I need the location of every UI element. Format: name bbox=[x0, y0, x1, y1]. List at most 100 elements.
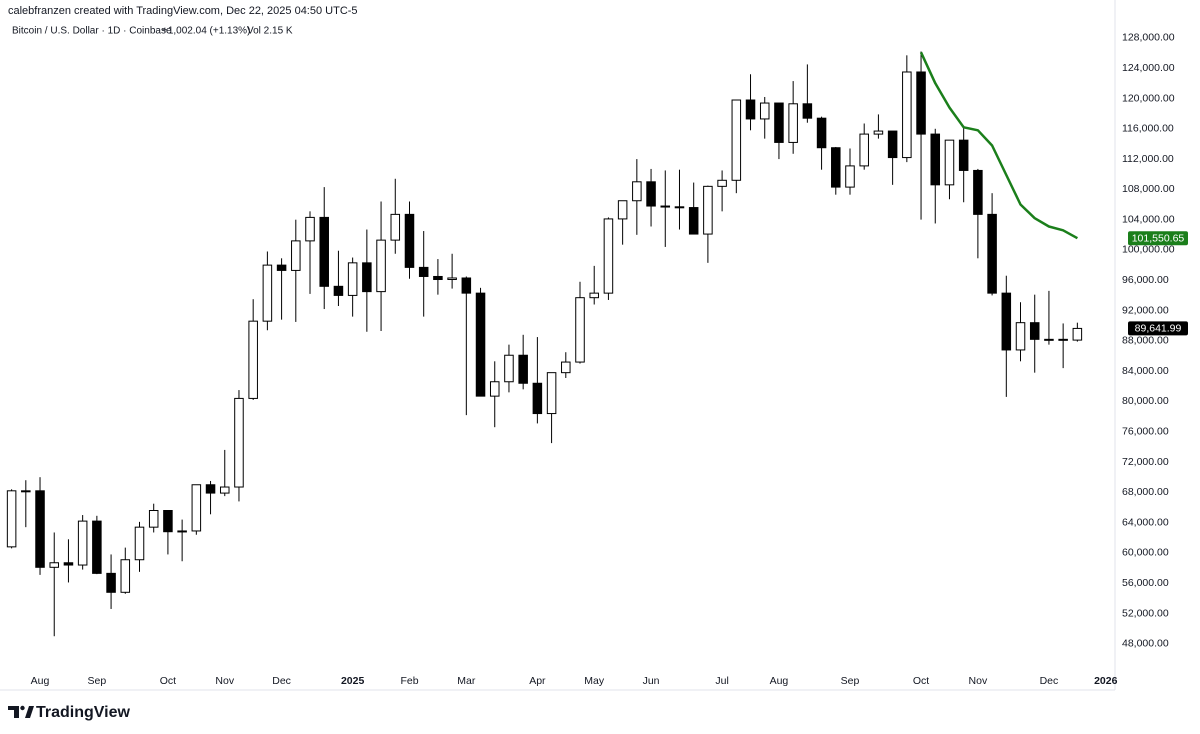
candle-body bbox=[802, 103, 813, 119]
price-label: 101,550.65 bbox=[1132, 233, 1185, 245]
candle-body bbox=[262, 264, 273, 322]
plot: 48,000.00 52,000.00 56,000.00 60,000.00 64,0… bbox=[6, 32, 1188, 687]
symbol: Bitcoin / U.S. Dollar · 1D · Coinbase bbox=[12, 26, 172, 37]
candle-body bbox=[731, 99, 742, 181]
candle-body bbox=[1058, 338, 1068, 341]
x-tick-label: Feb bbox=[400, 675, 418, 687]
logo-dot bbox=[20, 705, 25, 711]
candle-body bbox=[1029, 322, 1040, 340]
logo-mark bbox=[25, 706, 34, 718]
logo: TradingView bbox=[8, 704, 131, 721]
x-tick-label: Nov bbox=[969, 675, 988, 687]
candle-body bbox=[575, 297, 585, 363]
candle-body bbox=[319, 216, 329, 287]
candle-body bbox=[703, 185, 713, 235]
candle-body bbox=[688, 207, 699, 235]
candle-body bbox=[248, 320, 258, 399]
candle-body bbox=[177, 530, 187, 533]
candle-body bbox=[973, 169, 983, 215]
x-tick-label: 2026 bbox=[1094, 675, 1118, 687]
y-tick-label: 124,000.00 bbox=[1122, 62, 1175, 74]
candle-body bbox=[788, 103, 798, 143]
y-tick-label: 56,000.00 bbox=[1122, 577, 1169, 589]
x-tick-label: Apr bbox=[529, 675, 546, 687]
y-tick-label: 52,000.00 bbox=[1122, 607, 1169, 619]
candle-body bbox=[418, 266, 429, 277]
x-tick-label: Jun bbox=[643, 675, 660, 687]
candle-body bbox=[333, 285, 344, 296]
candle-body bbox=[77, 520, 88, 566]
candle-body bbox=[717, 179, 727, 187]
candle-body bbox=[106, 572, 116, 593]
candle-body bbox=[21, 490, 31, 493]
candle-body bbox=[35, 490, 45, 568]
y-tick-label: 104,000.00 bbox=[1122, 213, 1175, 225]
y-tick-label: 120,000.00 bbox=[1122, 92, 1175, 104]
y-tick-label: 108,000.00 bbox=[1122, 183, 1175, 195]
candle-body bbox=[546, 372, 557, 415]
candle-body bbox=[745, 99, 756, 120]
candle-body bbox=[1044, 338, 1054, 341]
candle-body bbox=[589, 292, 599, 299]
candle-body bbox=[205, 484, 216, 494]
y-tick-label: 68,000.00 bbox=[1122, 486, 1169, 498]
x-tick-label: Aug bbox=[31, 675, 50, 687]
candle-body bbox=[461, 277, 472, 294]
x-tick-label: Sep bbox=[88, 675, 107, 687]
candle-body bbox=[646, 181, 656, 207]
y-tick-label: 76,000.00 bbox=[1122, 426, 1169, 438]
candle-body bbox=[518, 354, 528, 384]
candle-body bbox=[873, 130, 884, 135]
candle-body bbox=[6, 490, 17, 548]
candle-body bbox=[902, 71, 912, 159]
candle-body bbox=[1072, 327, 1083, 341]
candle-body bbox=[219, 486, 230, 494]
candle-body bbox=[191, 484, 202, 532]
credit: calebfranzen created with TradingView.co… bbox=[8, 5, 358, 17]
price-label-box bbox=[1128, 321, 1188, 336]
y-tick-label: 72,000.00 bbox=[1122, 456, 1169, 468]
candle-body bbox=[1001, 292, 1012, 351]
candle-body bbox=[291, 240, 301, 271]
x-tick-label: Mar bbox=[457, 675, 476, 687]
x-tick-label: Nov bbox=[215, 675, 234, 687]
candle-body bbox=[617, 200, 628, 220]
candle-body bbox=[49, 562, 59, 568]
candle-body bbox=[774, 102, 784, 143]
candle-body bbox=[63, 562, 74, 566]
candle-body bbox=[944, 139, 955, 186]
candle-body bbox=[561, 361, 571, 374]
logo-mark bbox=[8, 706, 19, 718]
candle-body bbox=[759, 102, 770, 120]
y-tick-label: 48,000.00 bbox=[1122, 638, 1169, 650]
x-tick-label: Aug bbox=[770, 675, 789, 687]
candle-body bbox=[916, 71, 926, 135]
candle-body bbox=[234, 397, 244, 488]
y-tick-label: 112,000.00 bbox=[1122, 153, 1174, 165]
candle-body bbox=[362, 262, 372, 293]
x-tick-label: Oct bbox=[913, 675, 929, 687]
candle-body bbox=[887, 130, 898, 159]
x-tick-label: Jul bbox=[715, 675, 728, 687]
candle-body bbox=[930, 133, 941, 186]
y-tick-label: 84,000.00 bbox=[1122, 365, 1169, 377]
price-label-box bbox=[1128, 231, 1188, 246]
candle-body bbox=[958, 139, 969, 171]
candle-body bbox=[404, 213, 415, 268]
y-tick-label: 60,000.00 bbox=[1122, 547, 1169, 559]
y-tick-label: 128,000.00 bbox=[1122, 32, 1175, 44]
candle-body bbox=[603, 218, 614, 294]
y-tick-label: 88,000.00 bbox=[1122, 335, 1169, 347]
candle-body bbox=[1015, 322, 1026, 351]
candle-body bbox=[660, 205, 671, 208]
candle-body bbox=[632, 181, 642, 202]
candle-body bbox=[987, 213, 997, 294]
y-tick-label: 64,000.00 bbox=[1122, 516, 1169, 528]
x-tick-label: Dec bbox=[272, 675, 291, 687]
y-tick-label: 100,000.00 bbox=[1122, 244, 1175, 256]
candle-body bbox=[376, 239, 386, 293]
candle-body bbox=[504, 354, 514, 383]
candle-body bbox=[433, 275, 443, 281]
